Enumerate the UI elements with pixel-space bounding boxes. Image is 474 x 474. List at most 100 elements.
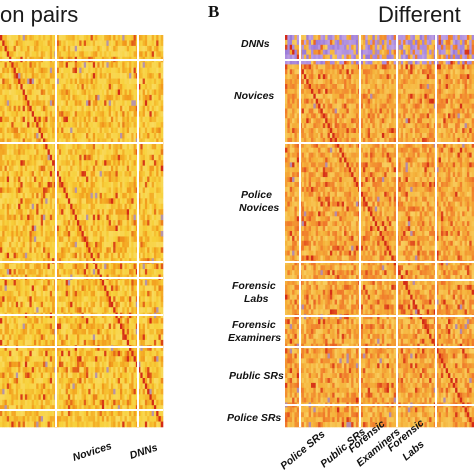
heatmap-cell	[45, 100, 48, 107]
heatmap-cell	[4, 350, 8, 357]
heatmap-cell	[133, 290, 137, 297]
heatmap-cell	[72, 225, 75, 232]
heatmap-cell	[52, 290, 55, 297]
heatmap-cell	[108, 329, 112, 335]
heatmap-cell	[63, 263, 66, 270]
heatmap-cell	[72, 149, 75, 156]
heatmap-cell	[72, 89, 75, 96]
heatmap-cell	[67, 182, 71, 188]
heatmap-cell	[99, 290, 103, 297]
heatmap-cell	[6, 334, 10, 341]
heatmap-cell	[99, 209, 103, 215]
heatmap-cell	[122, 62, 125, 68]
heatmap-cell	[15, 143, 19, 150]
heatmap-cell	[83, 225, 87, 232]
heatmap-cell	[104, 165, 107, 172]
heatmap-cell	[158, 127, 162, 134]
heatmap-cell	[113, 394, 116, 401]
heatmap-cell	[38, 367, 42, 373]
heatmap-cell	[24, 334, 28, 341]
heatmap-cell	[0, 231, 3, 237]
heatmap-cell	[58, 160, 62, 166]
heatmap-cell	[124, 252, 128, 259]
heatmap-cell	[18, 182, 21, 188]
heatmap-cell	[88, 160, 91, 166]
heatmap-cell	[36, 378, 39, 384]
heatmap-cell	[108, 236, 112, 243]
heatmap-cell	[110, 78, 114, 85]
heatmap-cell	[108, 285, 112, 292]
heatmap-cell	[90, 334, 94, 341]
heatmap-cell	[133, 165, 137, 172]
heatmap-cell	[58, 203, 62, 210]
heatmap-cell	[144, 372, 148, 379]
heatmap-cell	[43, 116, 46, 123]
heatmap-cell	[15, 89, 19, 96]
heatmap-cell	[124, 143, 128, 150]
heatmap-cell	[4, 105, 8, 112]
heatmap-cell	[6, 225, 10, 232]
heatmap-cell	[36, 67, 39, 74]
heatmap-cell	[49, 73, 53, 79]
heatmap-cell	[99, 89, 103, 96]
heatmap-cell	[45, 361, 48, 368]
heatmap-cell	[0, 89, 3, 96]
heatmap-cell	[99, 307, 103, 313]
heatmap-cell	[36, 399, 39, 406]
heatmap-cell	[20, 143, 23, 150]
heatmap-cell	[97, 301, 100, 308]
heatmap-cell	[0, 225, 3, 232]
heatmap-cell	[58, 220, 62, 226]
heatmap-cell	[119, 51, 123, 58]
heatmap-cell	[31, 345, 35, 352]
heatmap-cell	[158, 263, 162, 270]
heatmap-cell	[22, 410, 26, 417]
heatmap-cell	[4, 165, 8, 172]
heatmap-cell	[124, 127, 128, 134]
heatmap-cell	[108, 263, 112, 270]
heatmap-cell	[115, 67, 119, 74]
heatmap-cell	[131, 176, 134, 183]
heatmap-cell	[108, 307, 112, 313]
heatmap-cell	[138, 182, 141, 188]
heatmap-cell	[58, 40, 62, 47]
heatmap-cell	[45, 290, 48, 297]
heatmap-cell	[67, 176, 71, 183]
heatmap-cell	[138, 405, 141, 411]
heatmap-cell	[22, 165, 26, 172]
heatmap-cell	[40, 67, 44, 74]
heatmap-cell	[122, 122, 125, 128]
heatmap-cell	[11, 35, 14, 41]
heatmap-cell	[106, 339, 109, 346]
heatmap-cell	[97, 122, 100, 128]
heatmap-cell	[115, 263, 119, 270]
heatmap-cell	[79, 62, 82, 68]
heatmap-cell	[158, 89, 162, 96]
heatmap-cell	[22, 105, 26, 112]
heatmap-cell	[76, 323, 80, 330]
heatmap-cell	[90, 138, 94, 145]
heatmap-cell	[70, 296, 73, 303]
heatmap-cell	[49, 198, 53, 205]
heatmap-cell	[61, 62, 64, 68]
heatmap-cell	[0, 160, 3, 166]
heatmap-cell	[101, 203, 105, 210]
heatmap-cell	[13, 241, 17, 248]
heatmap-cell	[61, 51, 64, 58]
heatmap-cell	[160, 89, 164, 96]
heatmap-cell	[6, 100, 10, 107]
heatmap-cell	[43, 67, 46, 74]
heatmap-cell	[38, 116, 42, 123]
heatmap-cell	[67, 329, 71, 335]
heatmap-cell	[113, 301, 116, 308]
heatmap-cell	[52, 78, 55, 85]
heatmap-cell	[117, 318, 121, 324]
heatmap-cell	[24, 236, 28, 243]
heatmap-cell	[74, 383, 78, 390]
heatmap-cell	[140, 372, 143, 379]
heatmap-cell	[158, 405, 162, 411]
heatmap-cell	[43, 236, 46, 243]
heatmap-cell	[144, 405, 148, 411]
heatmap-cell	[151, 89, 155, 96]
heatmap-cell	[72, 329, 75, 335]
